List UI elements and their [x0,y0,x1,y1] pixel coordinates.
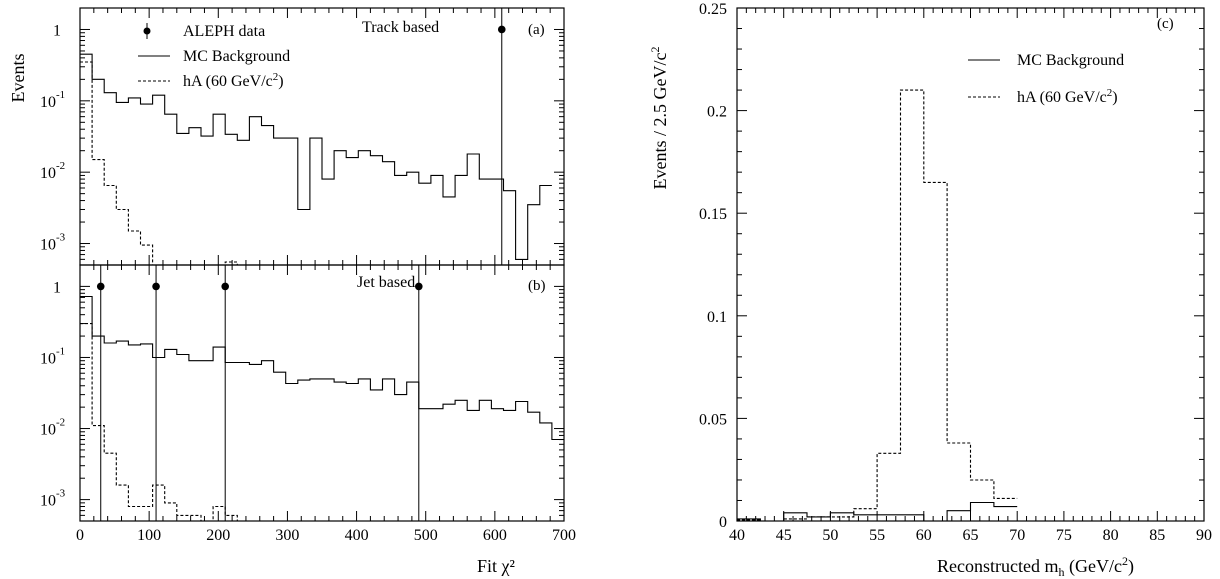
panel-c-xtick-label: 75 [1056,527,1072,544]
panel-c-xtick-label: 50 [822,527,838,544]
panel-c-xtick-label: 65 [963,527,979,544]
panel-b-data-point [152,282,160,291]
panel-c-xtick-label: 60 [916,527,932,544]
panel-c-xtick-label: 45 [776,527,792,544]
panel-c-xtick-label: 40 [729,527,745,544]
panel-c-ytick-label: 0.15 [699,206,727,223]
panel-c-xtick-label: 55 [869,527,885,544]
panel-c-hist-ha [737,89,1018,522]
panel-a-frame [79,7,565,266]
panel-c-xlabel-tail: (GeV/c [1064,556,1121,577]
legend-ha-label: hA (60 GeV/c2) [183,71,284,90]
panel-b-xtick-label: 400 [345,527,369,544]
panel-b-frame [79,264,565,522]
panel-c-ylabel-main: Events / 2.5 GeV/c [650,53,670,190]
panel-c-ylabel: Events / 2.5 GeV/c2 [648,47,670,190]
panel-a-ytick-label: 10-2 [40,160,65,182]
panel-a-ytick-label: 10-3 [40,232,66,254]
panel-b-data-point [221,282,229,291]
panel-a-ytick-label: 10-1 [40,89,65,111]
panel-c-frame [736,7,1205,522]
panel-b-xtick-label: 100 [137,527,161,544]
panel-b-tag: (b) [528,278,546,294]
legend-c-ha-label-tail: ) [1112,89,1117,106]
panel-b: 0 100 200 300 400 500 600 700 1 10-1 10-2 10-3 [40,264,576,544]
panel-c-xlabel-end: ) [1128,556,1134,577]
panel-c: 40 45 50 55 60 65 70 75 80 85 90 0 0.05 0.1 0.15 0.2 0.2… [699,1,1212,544]
panel-b-ytick-label: 10-2 [40,417,65,439]
panel-c-ytick-label: 0.25 [699,1,727,18]
panel-c-xlabel-sub: h [1058,565,1064,579]
panel-c-tag: (c) [1157,16,1174,32]
panel-b-data-point [96,282,105,291]
panel-b-xtick-label: 600 [483,527,507,544]
legend-ha-label-main: hA (60 GeV/c [183,73,273,90]
legend-c-ha-label-main: hA (60 GeV/c [1017,89,1107,106]
panel-a-ytick-label: 1 [53,22,61,39]
panel-c-xlabel-main: Reconstructed m [937,556,1058,576]
panel-c-xtick-label: 80 [1103,527,1119,544]
panel-a: 1 10-1 10-2 10-3 [40,7,565,266]
panel-b-xtick-label: 200 [206,527,230,544]
panel-a-hist-ha [80,61,274,266]
panel-c-xtick-label: 70 [1009,527,1025,544]
panel-a-tag: (a) [528,22,545,38]
panel-c-xtick-label: 85 [1149,527,1165,544]
panel-c-ylabel-sup: 2 [648,47,662,53]
panel-b-ytick-label: 10-1 [40,345,65,367]
panel-b-xlabel: Fit χ² [477,556,515,576]
panel-c-xtick-label: 90 [1196,527,1212,544]
panel-b-xtick-label: 700 [552,527,576,544]
panel-c-ytick-label: 0.05 [699,411,727,428]
panel-c-legend: MC Background hA (60 GeV/c2) [968,52,1124,106]
legend-mc-label: MC Background [183,48,290,65]
panel-b-title: Jet based [357,274,415,291]
panel-b-hist-mc [80,295,564,441]
panel-b-data-point [415,282,423,291]
panel-a-data-point [497,25,506,34]
panel-b-ytick-label: 10-3 [40,488,66,510]
panel-b-xtick-label: 300 [275,527,299,544]
legend-data-marker [143,27,151,35]
panel-a-title: Track based [362,19,439,36]
panel-b-hist-ha [80,323,335,522]
panel-c-ytick-label: 0.2 [707,104,727,121]
panel-b-xtick-label: 500 [414,527,438,544]
panel-c-hist-mc [737,501,1018,522]
panel-c-xlabel-sup: 2 [1122,554,1128,568]
panel-b-xtick-label: 0 [76,527,84,544]
panel-b-ytick-label: 1 [53,279,61,296]
legend-ha-label-sup: 2 [273,71,279,83]
panel-c-ytick-label: 0 [719,514,727,531]
panel-a-legend: ALEPH data MC Background hA (60 GeV/c2) [138,23,290,90]
panel-c-ytick-label: 0.1 [707,309,727,326]
legend-ha-label-tail: ) [278,73,283,90]
legend-c-ha-label-sup: 2 [1107,87,1113,99]
legend-c-ha-label: hA (60 GeV/c2) [1017,87,1118,106]
legend-c-mc-label: MC Background [1017,52,1124,69]
panel-a-ylabel: Events [8,54,28,103]
legend-data-label: ALEPH data [183,23,265,40]
panel-c-xlabel: Reconstructed mh (GeV/c2) [937,554,1134,579]
panel-a-hist-mc [80,53,552,260]
